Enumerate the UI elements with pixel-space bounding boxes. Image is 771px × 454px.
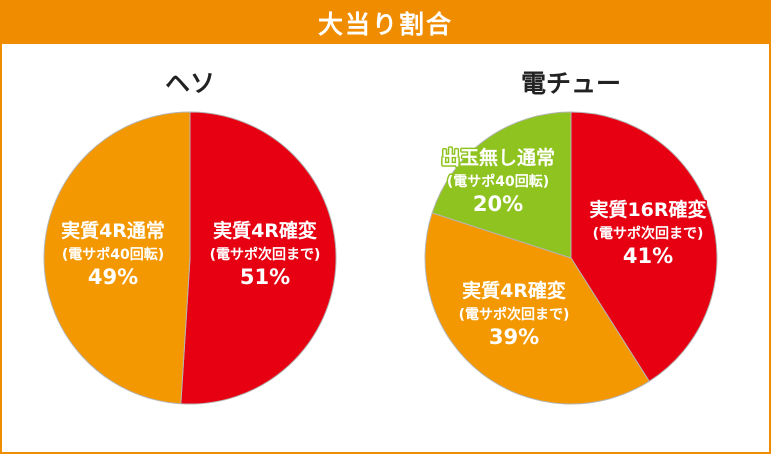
slice-percent-denchu-1: 39% (489, 325, 539, 349)
slice-name-denchu-2: 出玉無し通常 (441, 146, 555, 169)
pie-title-denchu: 電チュー (521, 69, 621, 98)
slice-sub-heso-1: (電サポ40回転) (62, 246, 164, 263)
slice-sub-heso-0: (電サポ次回まで) (210, 246, 321, 263)
slice-sub-denchu-0: (電サポ次回まで) (593, 225, 704, 242)
pie-slice-denchu-1 (424, 212, 650, 405)
pie-title-heso: ヘソ (165, 69, 215, 98)
pie-slice-denchu-2 (431, 111, 572, 259)
title-bar: 大当り割合 (2, 2, 769, 44)
slice-name-heso-0: 実質4R確変 (213, 219, 317, 242)
pie-slice-heso-0 (180, 111, 337, 405)
slice-name-heso-1: 実質4R通常 (61, 219, 165, 242)
page-title: 大当り割合 (317, 10, 453, 39)
slice-name-denchu-0: 実質16R確変 (589, 198, 706, 221)
pie-slice-heso-1 (43, 111, 191, 405)
slice-percent-heso-1: 49% (88, 265, 138, 289)
pie-slice-denchu-0 (570, 111, 718, 382)
slice-percent-denchu-0: 41% (623, 244, 673, 268)
slice-sub-denchu-2: (電サポ40回転) (447, 173, 549, 190)
slice-percent-heso-0: 51% (240, 265, 290, 289)
slice-sub-denchu-1: (電サポ次回まで) (459, 306, 570, 323)
slice-percent-denchu-2: 20% (473, 192, 523, 216)
slice-name-denchu-1: 実質4R確変 (462, 279, 566, 302)
